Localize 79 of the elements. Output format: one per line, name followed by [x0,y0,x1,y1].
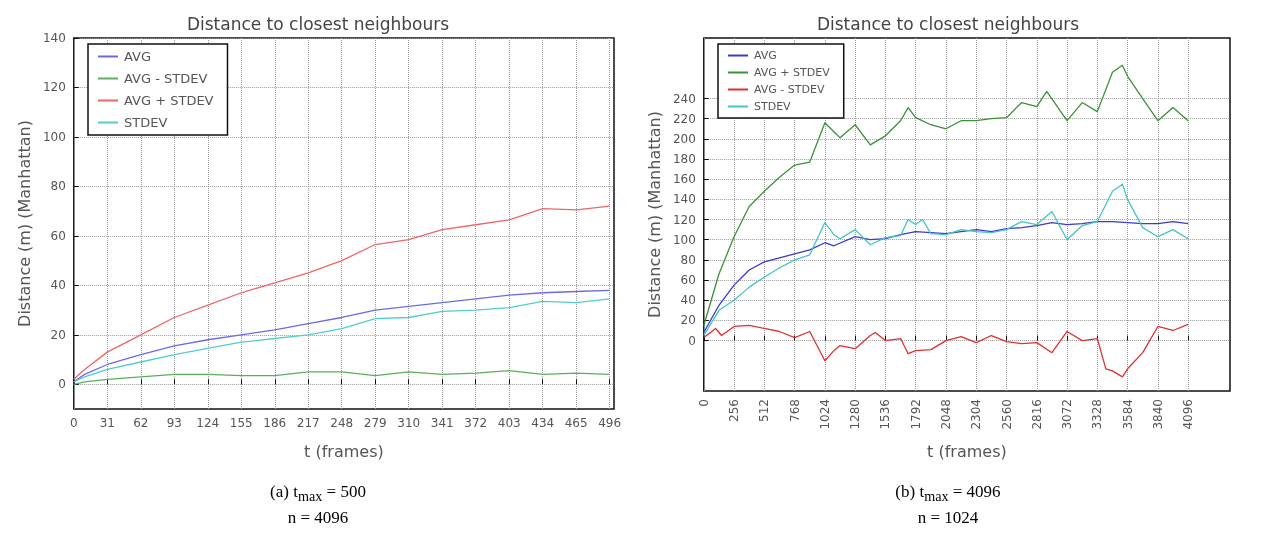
legend-label: AVG + STDEV [124,93,214,108]
y-tick-label: 20 [680,313,696,328]
x-tick-label: 155 [229,416,253,430]
text: (a) t$_{max}$ = 500 [269,481,367,507]
y-tick-label: 0 [58,377,66,392]
x-tick-label: 2816 [1029,399,1044,430]
x-tick-label: 2048 [938,399,953,430]
x-tick-label: 768 [787,399,802,422]
legend-label: AVG - STDEV [124,71,208,86]
text: (b) t$_{max}$ = 4096 [894,481,1002,507]
y-tick-label: 60 [50,228,66,243]
y-tick-label: 100 [672,232,696,247]
y-axis-title: Distance (m) (Manhattan) [644,111,664,318]
legend-label: AVG [124,49,152,64]
x-tick-label: 2304 [969,399,984,430]
y-tick-label: 180 [672,152,696,167]
x-tick-label: 186 [263,416,287,430]
x-tick-label: 3328 [1090,399,1105,430]
legend-label: AVG + STDEV [754,66,831,79]
x-tick-label: 0 [696,399,711,407]
y-tick-label: 220 [672,111,696,126]
x-tick-label: 93 [166,416,182,430]
chart-title: Distance to closest neighbours [816,13,1080,34]
legend-label: STDEV [754,100,792,113]
chart-title: Distance to closest neighbours [186,13,450,34]
y-tick-label: 120 [672,212,696,227]
x-tick-label: 496 [598,416,622,430]
y-tick-label: 140 [672,192,696,207]
x-tick-label: 465 [564,416,588,430]
line-series [703,323,1189,378]
y-tick-label: 80 [50,179,66,194]
line-series [703,64,1189,327]
x-tick-label: 279 [363,416,387,430]
x-tick-label: 3584 [1120,399,1135,430]
legend-label: AVG [754,49,777,62]
x-tick-label: 1024 [817,399,832,430]
x-tick-label: 31 [99,416,115,430]
x-tick-label: 62 [133,416,149,430]
y-tick-label: 240 [672,91,696,106]
x-tick-label: 0 [69,416,78,430]
x-tick-label: 434 [531,416,555,430]
y-tick-label: 120 [42,80,66,95]
y-tick-label: 80 [680,252,696,267]
x-tick-label: 217 [296,416,320,430]
x-axis-title: t (frames) [927,441,1007,461]
y-tick-label: 0 [688,333,696,348]
x-tick-label: 512 [757,399,772,422]
y-tick-label: 140 [42,31,66,45]
y-axis-title: Distance (m) (Manhattan) [14,120,34,327]
legend-label: STDEV [124,115,168,130]
line-series [73,205,611,380]
x-tick-label: 3840 [1150,399,1165,430]
x-axis-title: t (frames) [304,441,384,461]
x-tick-label: 372 [464,416,488,430]
line-series [73,370,611,385]
x-tick-label: 3072 [1060,399,1075,430]
x-tick-label: 4096 [1181,399,1196,430]
x-tick-label: 310 [397,416,421,430]
y-tick-label: 40 [50,278,66,293]
x-tick-label: 124 [196,416,220,430]
y-tick-label: 20 [50,327,66,342]
y-tick-label: 60 [680,273,696,288]
x-tick-label: 1536 [878,399,893,430]
x-tick-label: 341 [430,416,454,430]
x-tick-label: 256 [727,399,742,422]
line-series [703,183,1189,337]
x-tick-label: 1280 [848,399,863,430]
text: n = 1024 [916,507,980,530]
line-series [703,220,1189,334]
x-tick-label: 1792 [908,399,923,430]
x-tick-label: 248 [330,416,354,430]
legend-label: AVG - STDEV [754,83,825,96]
y-tick-label: 160 [672,172,696,187]
y-tick-label: 100 [42,129,66,144]
y-tick-label: 40 [680,293,696,308]
y-tick-label: 200 [672,131,696,146]
x-tick-label: 403 [497,416,521,430]
x-tick-label: 2560 [999,399,1014,430]
text: n = 4096 [286,507,350,530]
